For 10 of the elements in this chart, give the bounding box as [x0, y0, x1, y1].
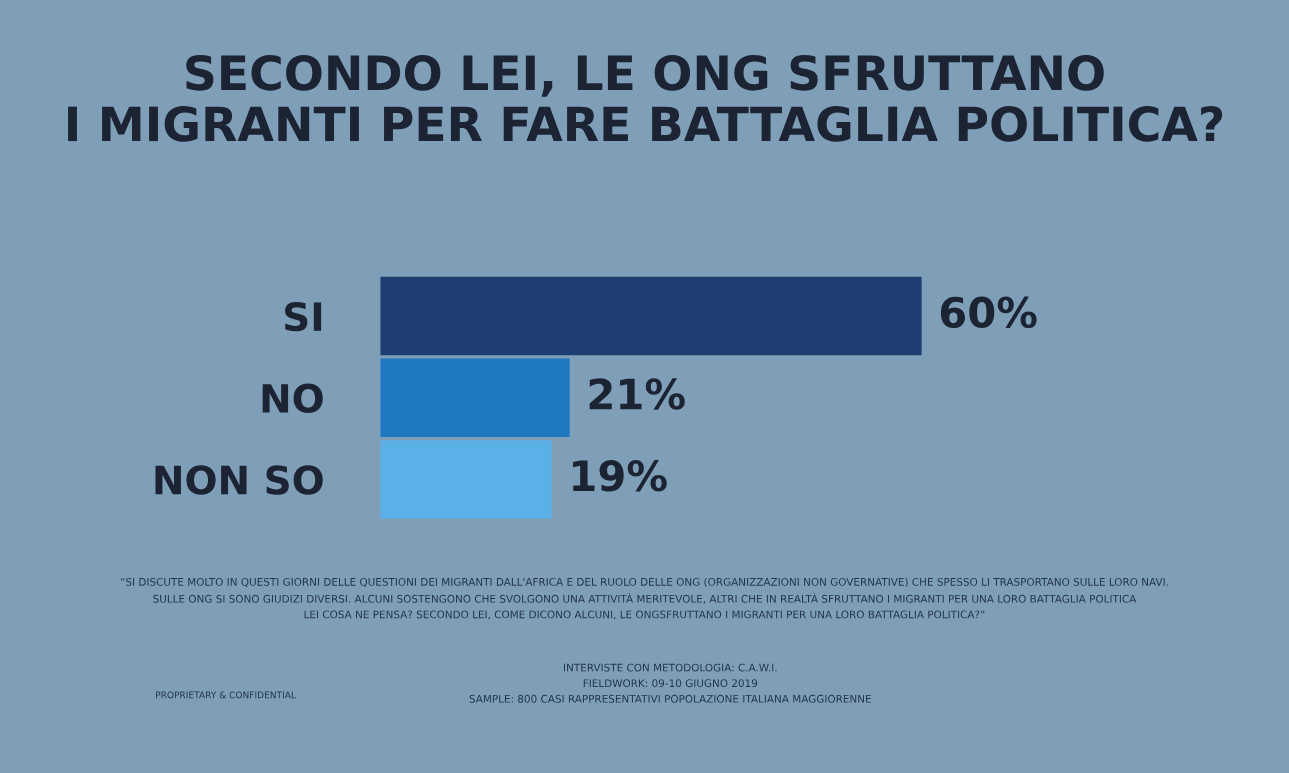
data-label: 21%	[589, 378, 685, 410]
data-label: 60%	[940, 296, 1037, 329]
text: “SI DISCUTE MOLTO IN QUESTI GIORNI DELLE QUESTIONI DEI MIGRANTI DALL'AFRICA E DEL RUOLO DELLE ONG (ORGANIZZAZIONI NON GOVERNATIVE) CHE SPESSO LI TRASPORTANO SULLE LORO NAVI. SULLE ONG SI SONO GIUDIZI DIVERSI. ALCUNI SOSTENGONO CHE SVOLGONO UNA ATTIVITÀ MERITEVOLE, ALTRI CHE IN REALTÀ SFRUTTANO I MIGRANTI PER UNA LORO BATTAGLIA POLITICA LEI COSA NE PENSA? SECONDO LEI, COME DICONO ALCUNI, LE ONGSFRUTTANO I MIGRANTI PER UNA LORO BATTAGLIA POLITICA?”	[120, 577, 1168, 620]
y-tick-label: SI	[285, 301, 322, 332]
text: INTERVISTE CON METODOLOGIA: C.A.W.I. FIELDWORK: 09-10 GIUGNO 2019 SAMPLE: 800 CASI RAPPRESENTATIVI POPOLAZIONE ITALIANA MAGGIORENNE	[469, 663, 871, 703]
data-label: 19%	[573, 459, 667, 492]
text: PROPRIETARY & CONFIDENTIAL	[156, 691, 296, 699]
y-tick-label: NON SO	[155, 465, 323, 495]
chart-title: SECONDO LEI, LE ONG SFRUTTANO I MIGRANTI PER FARE BATTAGLIA POLITICA?	[68, 54, 1223, 142]
y-tick-label: NO	[262, 383, 323, 414]
